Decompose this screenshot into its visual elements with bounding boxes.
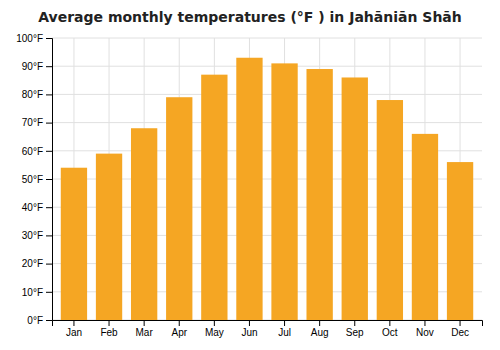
grid-line-y — [52, 122, 482, 123]
x-tick-label: Feb — [100, 327, 118, 338]
y-axis-line — [46, 39, 53, 321]
y-tick-label: 20°F — [22, 258, 43, 269]
x-tick: Aug — [311, 320, 329, 338]
x-tick: Jan — [66, 320, 82, 338]
x-tick-label: Mar — [136, 327, 154, 338]
x-tick-label: Aug — [311, 327, 329, 338]
x-tick-mark — [109, 320, 110, 326]
x-tick: Sep — [346, 320, 364, 338]
x-tick-mark — [354, 320, 355, 326]
bar — [412, 134, 438, 320]
y-tick-label: 10°F — [22, 287, 43, 298]
bar — [166, 97, 192, 320]
x-tick-label: Jun — [241, 327, 257, 338]
bars — [61, 58, 473, 320]
x-tick-mark — [73, 320, 74, 326]
x-tick-mark — [389, 320, 390, 326]
y-tick-label: 30°F — [22, 230, 43, 241]
y-tick-mark — [46, 235, 52, 236]
x-tick: Feb — [100, 320, 118, 338]
y-tick-mark — [46, 292, 52, 293]
x-tick-label: May — [205, 327, 224, 338]
x-tick-label: Jan — [66, 327, 82, 338]
bar — [61, 168, 87, 320]
bar — [96, 154, 122, 320]
x-tick-mark — [319, 320, 320, 326]
x-tick-mark — [249, 320, 250, 326]
y-tick: 40°F — [22, 202, 52, 213]
y-tick-mark — [46, 151, 52, 152]
y-tick: 90°F — [22, 61, 52, 72]
grid-line-y — [52, 38, 482, 39]
y-tick: 0°F — [27, 315, 52, 326]
x-tick: Jul — [278, 320, 291, 338]
y-tick-mark — [46, 123, 52, 124]
bar — [201, 75, 227, 320]
x-tick-mark — [424, 320, 425, 326]
y-axis: 0°F 10°F 20°F 30°F 40°F 50°F 60°F 70°F 80°F 90°F 1… — [16, 33, 52, 326]
x-tick-label: Dec — [451, 327, 469, 338]
y-tick-mark — [46, 320, 52, 321]
y-tick-label: 40°F — [22, 202, 43, 213]
y-tick-label: 50°F — [22, 174, 43, 185]
x-tick: Nov — [416, 320, 434, 338]
y-tick: 70°F — [22, 117, 52, 128]
y-tick: 100°F — [16, 33, 52, 44]
y-tick: 30°F — [22, 230, 52, 241]
y-tick: 20°F — [22, 258, 52, 269]
bar — [447, 162, 473, 320]
grid-line-y — [52, 66, 482, 67]
y-tick-mark — [46, 94, 52, 95]
x-tick-mark — [460, 320, 461, 326]
x-tick-mark — [179, 320, 180, 326]
x-tick: Mar — [136, 320, 154, 338]
y-tick: 10°F — [22, 287, 52, 298]
x-tick-mark — [144, 320, 145, 326]
y-tick-label: 0°F — [27, 315, 43, 326]
y-tick: 60°F — [22, 146, 52, 157]
y-tick-mark — [46, 179, 52, 180]
x-tick-label: Jul — [278, 327, 291, 338]
x-tick: Dec — [451, 320, 469, 338]
y-tick-mark — [46, 207, 52, 208]
x-tick-mark — [284, 320, 285, 326]
plot-area: 0°F 10°F 20°F 30°F 40°F 50°F 60°F 70°F 80°F 90°F 1… — [16, 33, 482, 338]
bar — [131, 128, 157, 320]
y-tick-mark — [46, 38, 52, 39]
x-tick: Apr — [171, 320, 187, 338]
grid-line-y — [52, 94, 482, 95]
bar — [271, 63, 297, 320]
chart: 0°F 10°F 20°F 30°F 40°F 50°F 60°F 70°F 80°F 90°F 1… — [0, 0, 500, 350]
y-tick-label: 70°F — [22, 117, 43, 128]
x-tick-label: Oct — [382, 327, 398, 338]
x-axis-line — [53, 321, 483, 327]
x-tick-label: Nov — [416, 327, 434, 338]
bar — [306, 69, 332, 320]
x-axis: Jan Feb Mar Apr May Jun Jul Aug Sep Oct Nov Dec — [53, 320, 483, 338]
y-tick-label: 90°F — [22, 61, 43, 72]
y-tick-label: 80°F — [22, 89, 43, 100]
bar — [236, 58, 262, 320]
x-tick: Jun — [241, 320, 257, 338]
bar — [342, 77, 368, 320]
chart-container: 0°F 10°F 20°F 30°F 40°F 50°F 60°F 70°F 80°F 90°F 1… — [0, 0, 500, 350]
x-tick: Oct — [382, 320, 398, 338]
bar — [377, 100, 403, 320]
y-tick-mark — [46, 66, 52, 67]
y-tick: 50°F — [22, 174, 52, 185]
y-tick-label: 60°F — [22, 146, 43, 157]
grid — [52, 38, 482, 320]
y-tick-label: 100°F — [16, 33, 43, 44]
y-tick: 80°F — [22, 89, 52, 100]
x-tick-label: Apr — [171, 327, 187, 338]
y-tick-mark — [46, 264, 52, 265]
x-tick: May — [205, 320, 224, 338]
title: Average monthly temperatures (°F ) in Ja… — [38, 9, 462, 25]
x-tick-label: Sep — [346, 327, 364, 338]
x-tick-mark — [214, 320, 215, 326]
